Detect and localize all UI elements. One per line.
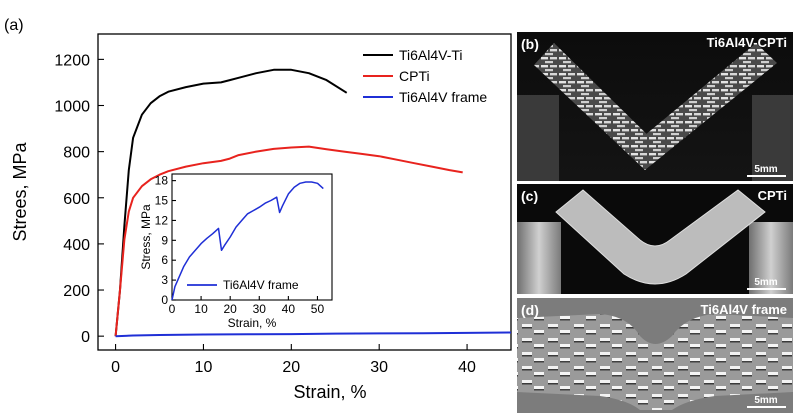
main-y-tick-label-200: 200 — [63, 283, 90, 300]
main-series-ti6al4v-frame — [115, 331, 512, 338]
main-plot-frame — [97, 33, 512, 351]
photo-b-left-block — [517, 95, 559, 181]
photo-d-scale-label: 5mm — [754, 395, 777, 406]
main-x-axis-title: Strain, % — [293, 382, 366, 402]
inset-y-tick-label-15: 15 — [155, 194, 169, 208]
main-y-tick-label-400: 400 — [63, 237, 90, 254]
photo-c-bent-specimen — [555, 189, 766, 285]
inset-y-tick-label-9: 9 — [161, 233, 168, 247]
main-y-tick-label-800: 800 — [63, 145, 90, 162]
photo-c-left-block — [517, 222, 561, 294]
inset-x-tick-label-50: 50 — [311, 302, 325, 316]
photo-cpti: (c) CPTi 5mm — [517, 184, 793, 294]
inset-stress-strain-chart: 0 10 20 30 40 50 0 3 6 9 12 15 18 Strain, % Stress, … — [139, 173, 333, 330]
photo-c-label: (c) — [521, 188, 538, 204]
main-series-ti6al4v-ti — [114, 68, 348, 337]
photo-b-right-block — [752, 95, 793, 181]
inset-plot-frame — [171, 173, 333, 301]
photo-b-left-arm — [534, 43, 663, 170]
main-x-tick-label-40: 40 — [458, 359, 476, 376]
inset-y-tick-label-3: 3 — [161, 273, 168, 287]
inset-legend-label: Ti6Al4V frame — [223, 278, 299, 292]
main-x-tick-label-0: 0 — [111, 359, 120, 376]
main-y-tick-label-600: 600 — [63, 191, 90, 208]
photo-d-frame-structure — [517, 314, 793, 410]
photo-b-scale-label: 5mm — [754, 164, 777, 175]
inset-series-ti6al4v-frame — [171, 181, 324, 301]
photo-c-title: CPTi — [758, 188, 787, 203]
inset-x-axis-title: Strain, % — [228, 316, 277, 330]
main-series-cpti — [114, 145, 463, 337]
inset-x-tick-label-40: 40 — [282, 302, 296, 316]
photo-b-title: Ti6Al4V-CPTi — [707, 35, 787, 50]
legend-label-cpti: CPTi — [399, 68, 430, 84]
main-series-lines — [114, 68, 512, 338]
main-legend: Ti6Al4V-Ti CPTi Ti6Al4V frame — [363, 47, 487, 105]
inset-y-axis-title: Stress, MPa — [139, 204, 153, 270]
inset-axis-ticks: 0 10 20 30 40 50 0 3 6 9 12 15 18 — [155, 174, 325, 316]
photo-d-title: Ti6Al4V frame — [701, 302, 787, 317]
inset-y-tick-label-12: 12 — [155, 213, 169, 227]
legend-label-ti6al4v-frame: Ti6Al4V frame — [399, 89, 487, 105]
main-x-tick-label-10: 10 — [195, 359, 213, 376]
photo-b-right-arm — [627, 43, 777, 170]
inset-x-tick-label-0: 0 — [169, 302, 176, 316]
photo-c-scale-label: 5mm — [754, 277, 777, 288]
main-y-tick-label-1000: 1000 — [54, 99, 90, 116]
photo-ti6al4v-cpti: (b) Ti6Al4V-CPTi 5mm — [517, 32, 793, 181]
main-y-axis-title: Strees, MPa — [10, 141, 30, 241]
inset-y-tick-label-18: 18 — [155, 174, 169, 188]
inset-series-lines — [171, 181, 324, 301]
legend-label-ti6al4v-ti: Ti6Al4V-Ti — [399, 47, 463, 63]
photo-c-right-block — [749, 222, 793, 294]
photo-d-label: (d) — [521, 302, 539, 318]
photo-b-label: (b) — [521, 36, 539, 52]
inset-y-tick-label-0: 0 — [161, 293, 168, 307]
inset-x-tick-label-20: 20 — [224, 302, 238, 316]
panel-label-a: (a) — [4, 17, 24, 34]
main-x-tick-label-20: 20 — [282, 359, 300, 376]
main-y-tick-label-1200: 1200 — [54, 52, 90, 69]
main-x-tick-label-30: 30 — [370, 359, 388, 376]
inset-x-tick-label-30: 30 — [253, 302, 267, 316]
main-y-tick-label-0: 0 — [81, 329, 90, 346]
photo-ti6al4v-frame: (d) Ti6Al4V frame 5mm — [517, 298, 793, 413]
inset-y-tick-label-6: 6 — [161, 253, 168, 267]
inset-x-tick-label-10: 10 — [194, 302, 208, 316]
